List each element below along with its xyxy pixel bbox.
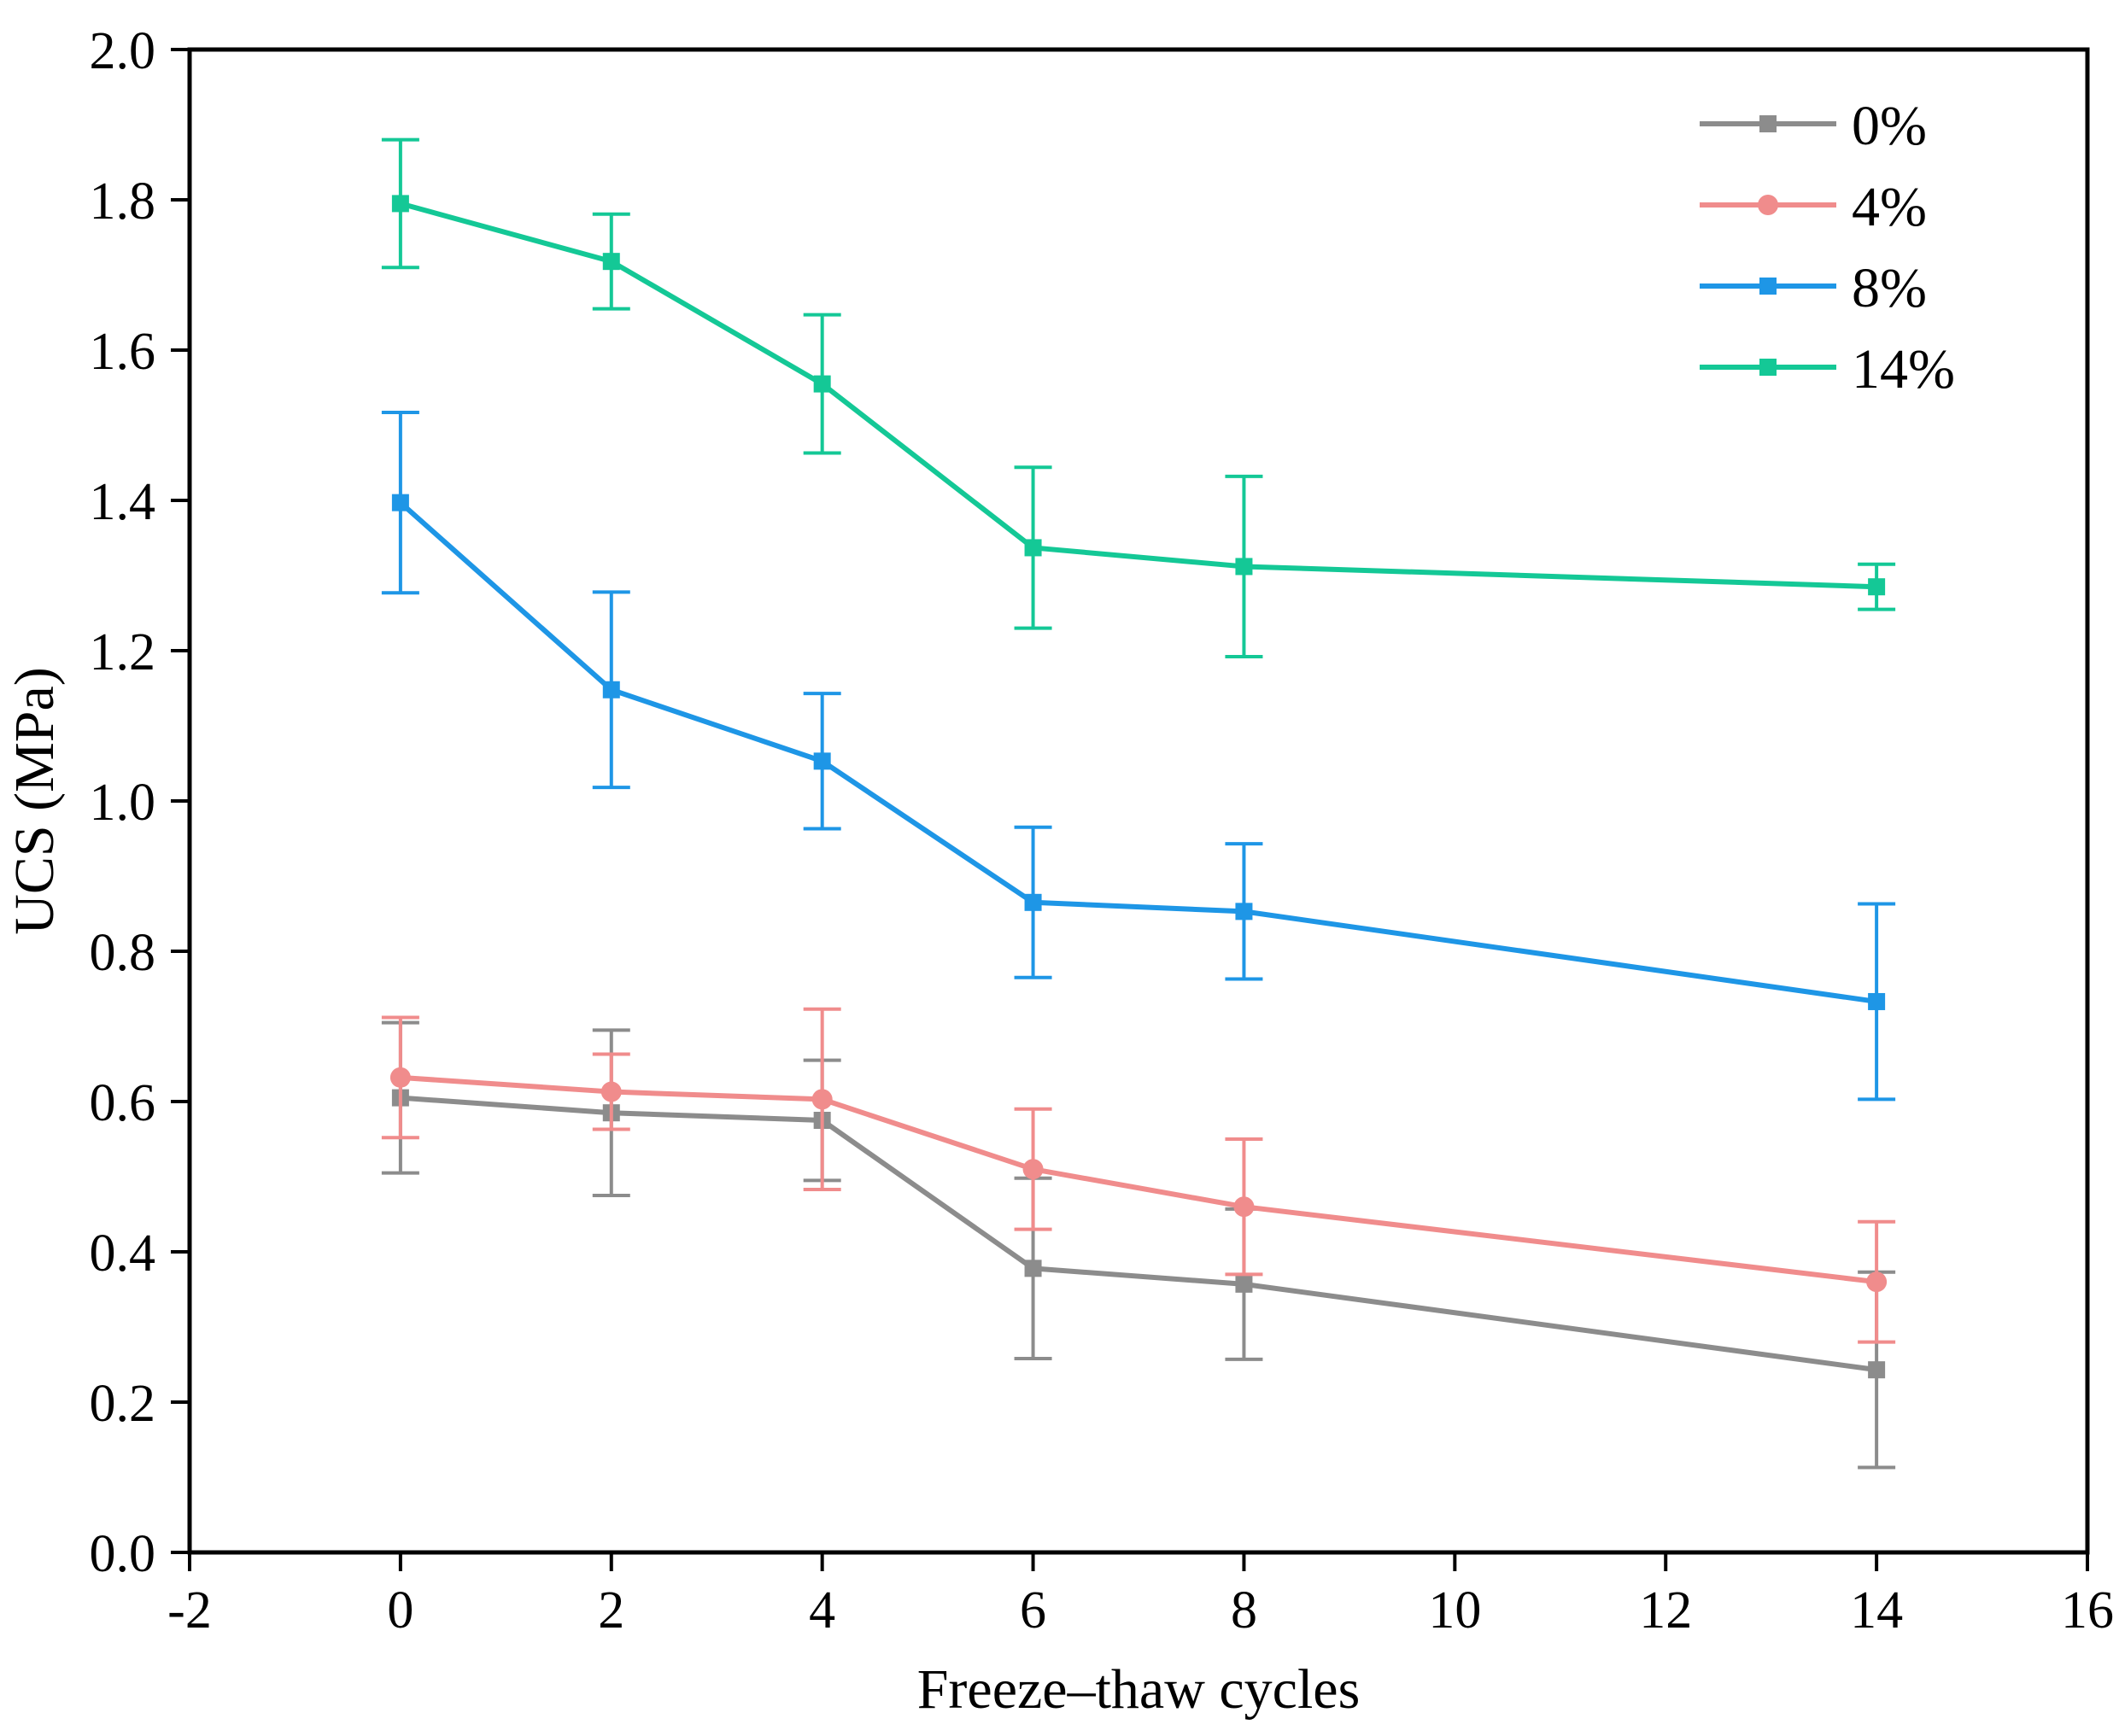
- x-tick-label: 2: [598, 1581, 624, 1640]
- data-point: [1235, 558, 1253, 576]
- data-point: [600, 1081, 622, 1102]
- y-tick-label: 1.0: [90, 774, 156, 832]
- series-line: [398, 500, 1877, 1004]
- x-tick-label: 14: [1850, 1581, 1903, 1640]
- legend: 0% 4% 8% 14%: [1700, 95, 1955, 400]
- data-point: [1235, 1275, 1253, 1293]
- legend-swatch-marker: [1759, 115, 1777, 132]
- data-point: [1022, 1159, 1044, 1180]
- y-tick-label: 0.4: [90, 1225, 156, 1283]
- series-14pct: [381, 137, 1896, 659]
- x-tick-label: -2: [167, 1581, 212, 1640]
- legend-label: 0%: [1852, 95, 1927, 157]
- legend-label: 14%: [1852, 338, 1955, 400]
- y-tick-label: 1.6: [90, 323, 156, 381]
- series-layer: [381, 137, 1896, 1470]
- series-line: [400, 1095, 1877, 1373]
- y-tick-label: 1.8: [90, 172, 156, 231]
- data-point: [813, 375, 831, 393]
- legend-item: 0%: [1700, 95, 1927, 157]
- data-point: [602, 681, 620, 698]
- legend-swatch-marker: [1759, 278, 1777, 295]
- data-point: [1233, 1196, 1255, 1218]
- x-tick-label: 8: [1231, 1581, 1257, 1640]
- data-point: [602, 253, 620, 271]
- data-point: [1024, 1260, 1042, 1277]
- legend-item: 4%: [1700, 176, 1927, 238]
- y-tick-label: 1.2: [90, 623, 156, 681]
- y-tick-label: 2.0: [90, 22, 156, 80]
- data-point: [1868, 992, 1886, 1010]
- legend-swatch-marker: [1758, 195, 1778, 215]
- data-point: [1024, 539, 1042, 557]
- data-point: [389, 1067, 411, 1088]
- data-point: [1024, 893, 1042, 911]
- x-axis-title: Freeze–thaw cycles: [917, 1658, 1361, 1721]
- data-point: [391, 494, 409, 511]
- y-tick-label: 0.8: [90, 924, 156, 982]
- data-point: [1868, 1361, 1886, 1379]
- x-tick-label: 0: [387, 1581, 413, 1640]
- y-axis-title: UCS (MPa): [3, 667, 66, 935]
- data-point: [1866, 1271, 1888, 1293]
- y-tick-label: 1.4: [90, 473, 156, 531]
- series-line: [400, 201, 1877, 590]
- data-point: [391, 195, 409, 213]
- series-8pct: [381, 411, 1896, 1102]
- x-tick-label: 16: [2061, 1581, 2114, 1640]
- x-tick-label: 12: [1639, 1581, 1692, 1640]
- series-4pct: [381, 1007, 1896, 1344]
- x-tick-label: 6: [1020, 1581, 1046, 1640]
- legend-item: 8%: [1700, 257, 1927, 319]
- x-tick-label: 4: [809, 1581, 835, 1640]
- legend-item: 14%: [1700, 338, 1955, 400]
- data-point: [1868, 578, 1886, 596]
- legend-label: 8%: [1852, 257, 1927, 319]
- y-tick-label: 0.6: [90, 1074, 156, 1132]
- data-point: [1235, 903, 1253, 921]
- data-point: [813, 752, 831, 770]
- x-tick-label: 10: [1428, 1581, 1481, 1640]
- axis-layer: -2 0 2 4 6 8 10 12 14 16 0.0 0.2 0.4 0.6 0.8 1.0 1.2 1.4 1…: [90, 22, 2115, 1640]
- y-tick-label: 0.2: [90, 1375, 156, 1433]
- legend-label: 4%: [1852, 176, 1927, 238]
- series-line: [400, 1074, 1877, 1285]
- legend-swatch-marker: [1759, 359, 1777, 376]
- data-point: [811, 1089, 833, 1110]
- y-tick-label: 0.0: [90, 1525, 156, 1583]
